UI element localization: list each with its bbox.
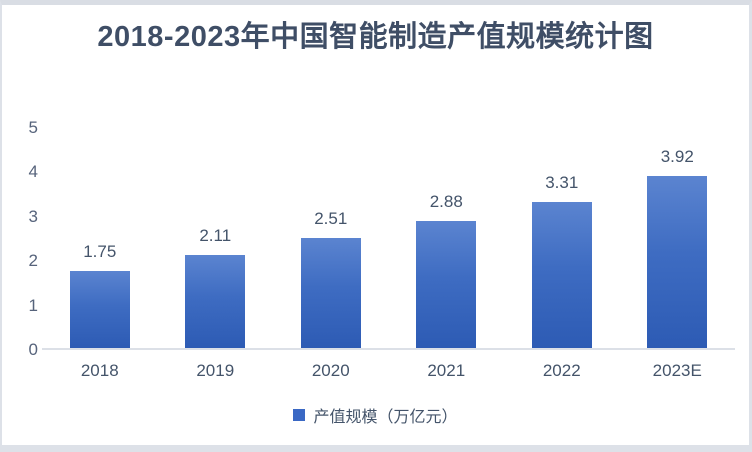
bar-group: 3.31 2022	[504, 128, 620, 380]
legend-marker-icon	[293, 409, 306, 421]
y-tick-label: 0	[28, 340, 38, 359]
y-tick-label: 1	[28, 295, 38, 315]
bar	[647, 175, 708, 348]
bar	[300, 237, 361, 348]
x-tick-label: 2021	[427, 361, 466, 380]
chart-title: 2018-2023年中国智能制造产值规模统计图	[97, 21, 654, 53]
bar-value-label: 3.31	[545, 173, 579, 193]
y-tick-label: 5	[28, 118, 38, 137]
x-tick-label: 2019	[196, 361, 235, 380]
y-tick-label: 2	[28, 251, 38, 271]
x-tick-label: 2018	[80, 361, 119, 380]
bar-group: 2.51 2020	[273, 128, 389, 380]
bar	[185, 255, 246, 348]
bar-value-label: 2.88	[429, 192, 463, 212]
y-tick-label: 4	[28, 162, 38, 182]
legend-label: 产值规模（万亿元）	[313, 409, 458, 426]
bar-group: 2.11 2019	[158, 128, 274, 380]
bar-group: 3.92 2023E	[620, 128, 736, 380]
bar	[69, 271, 130, 348]
bar-value-label: 2.51	[314, 208, 348, 228]
legend: 产值规模（万亿元）	[2, 403, 749, 427]
plot-area: 1.75 2018 2.11 2019 2.51 2020 2.88 2021 3.31 2022…	[42, 128, 736, 380]
x-tick-label: 2020	[311, 361, 350, 380]
x-tick-label: 2023E	[652, 361, 702, 380]
bar-value-label: 1.75	[83, 242, 117, 261]
bar-value-label: 2.11	[199, 226, 232, 246]
bar	[531, 202, 592, 348]
bar-group: 1.75 2018	[42, 128, 158, 380]
bar	[416, 221, 477, 348]
y-axis: 0 1 2 3 4 5	[8, 118, 38, 359]
bar-value-label: 3.92	[660, 146, 694, 166]
y-tick-label: 3	[28, 206, 38, 226]
bar-group: 2.88 2021	[389, 128, 505, 380]
x-tick-label: 2022	[542, 361, 581, 380]
